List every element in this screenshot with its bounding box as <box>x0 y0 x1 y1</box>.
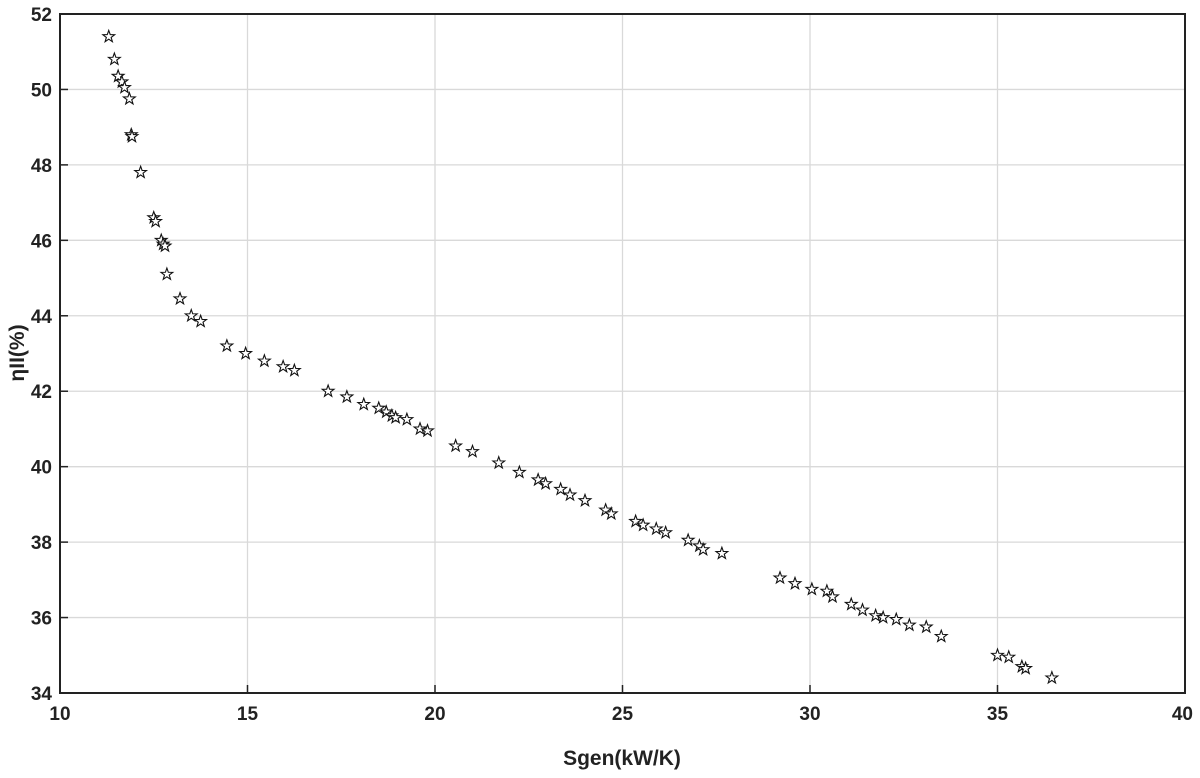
tick-labels: 10 15 20 25 30 35 40 34 36 38 40 42 44 46 48 50 52 <box>31 5 1193 725</box>
data-point <box>339 389 355 404</box>
data-point <box>511 464 527 479</box>
data-point <box>603 505 619 521</box>
y-tick-label: 52 <box>31 5 52 26</box>
data-point <box>868 607 884 623</box>
data-point <box>275 358 291 374</box>
data-point <box>804 581 820 596</box>
data-point <box>238 345 254 360</box>
data-point <box>918 619 934 634</box>
data-point <box>420 422 435 438</box>
data-point <box>448 438 464 453</box>
data-point <box>1001 649 1017 664</box>
y-tick-label: 36 <box>31 609 52 630</box>
data-point <box>183 307 199 323</box>
y-tick-label: 34 <box>31 684 53 705</box>
grid <box>59 13 1186 694</box>
data-point <box>648 521 664 536</box>
data-point <box>256 353 272 368</box>
data-point <box>388 409 404 424</box>
data-point <box>117 79 132 94</box>
data-point <box>714 545 730 560</box>
y-tick-label: 46 <box>31 231 52 252</box>
data-point <box>695 541 711 557</box>
data-point <box>193 313 209 328</box>
x-tick-label: 10 <box>49 704 70 725</box>
x-tick-label: 15 <box>237 704 259 725</box>
data-point <box>412 421 428 436</box>
x-tick-label: 35 <box>987 704 1009 725</box>
data-point <box>1018 660 1034 675</box>
data-point <box>787 575 803 590</box>
data-point <box>562 487 578 502</box>
data-point <box>148 213 164 228</box>
data-point <box>772 570 788 585</box>
data-point <box>172 290 188 306</box>
data-point <box>124 128 140 143</box>
plot-frame <box>59 13 1186 694</box>
x-tick-label: 30 <box>799 704 820 725</box>
data-point <box>110 68 126 83</box>
x-tick-label: 20 <box>424 704 445 725</box>
data-point <box>320 383 336 398</box>
data-points <box>101 28 1060 685</box>
y-tick-label: 50 <box>31 80 52 101</box>
data-point <box>680 532 696 547</box>
data-point <box>356 396 372 411</box>
data-point <box>888 611 904 626</box>
y-tick-label: 48 <box>31 156 52 177</box>
data-point <box>843 596 859 611</box>
data-point <box>399 411 415 426</box>
x-tick-label: 40 <box>1172 704 1193 725</box>
data-point <box>855 602 870 617</box>
data-point <box>465 443 480 458</box>
data-point <box>133 164 149 179</box>
data-point <box>106 51 122 66</box>
data-point <box>577 492 593 507</box>
data-point <box>933 628 949 643</box>
data-point <box>491 455 507 470</box>
data-point <box>286 362 302 377</box>
data-point <box>635 517 651 532</box>
data-point <box>819 583 835 598</box>
data-point <box>553 481 569 496</box>
data-point <box>538 475 554 491</box>
data-point <box>901 617 917 632</box>
data-point <box>121 91 137 106</box>
data-point <box>530 472 546 487</box>
data-point <box>101 28 117 43</box>
data-point <box>1044 670 1060 685</box>
data-point <box>628 513 644 528</box>
data-point <box>825 588 840 604</box>
x-axis-label: Sgen(kW/K) <box>563 747 681 770</box>
data-point <box>157 238 173 253</box>
data-point <box>219 338 235 353</box>
data-point <box>990 647 1005 662</box>
data-point <box>875 609 891 624</box>
y-axis-label: ηII(%) <box>6 324 29 381</box>
data-point <box>658 524 674 540</box>
y-tick-label: 40 <box>31 458 52 479</box>
data-point <box>114 74 130 89</box>
y-tick-label: 42 <box>31 382 52 403</box>
y-tick-label: 38 <box>31 533 52 554</box>
data-point <box>371 400 387 415</box>
data-point <box>159 266 175 281</box>
x-tick-label: 25 <box>612 704 634 725</box>
y-tick-label: 44 <box>31 307 53 328</box>
